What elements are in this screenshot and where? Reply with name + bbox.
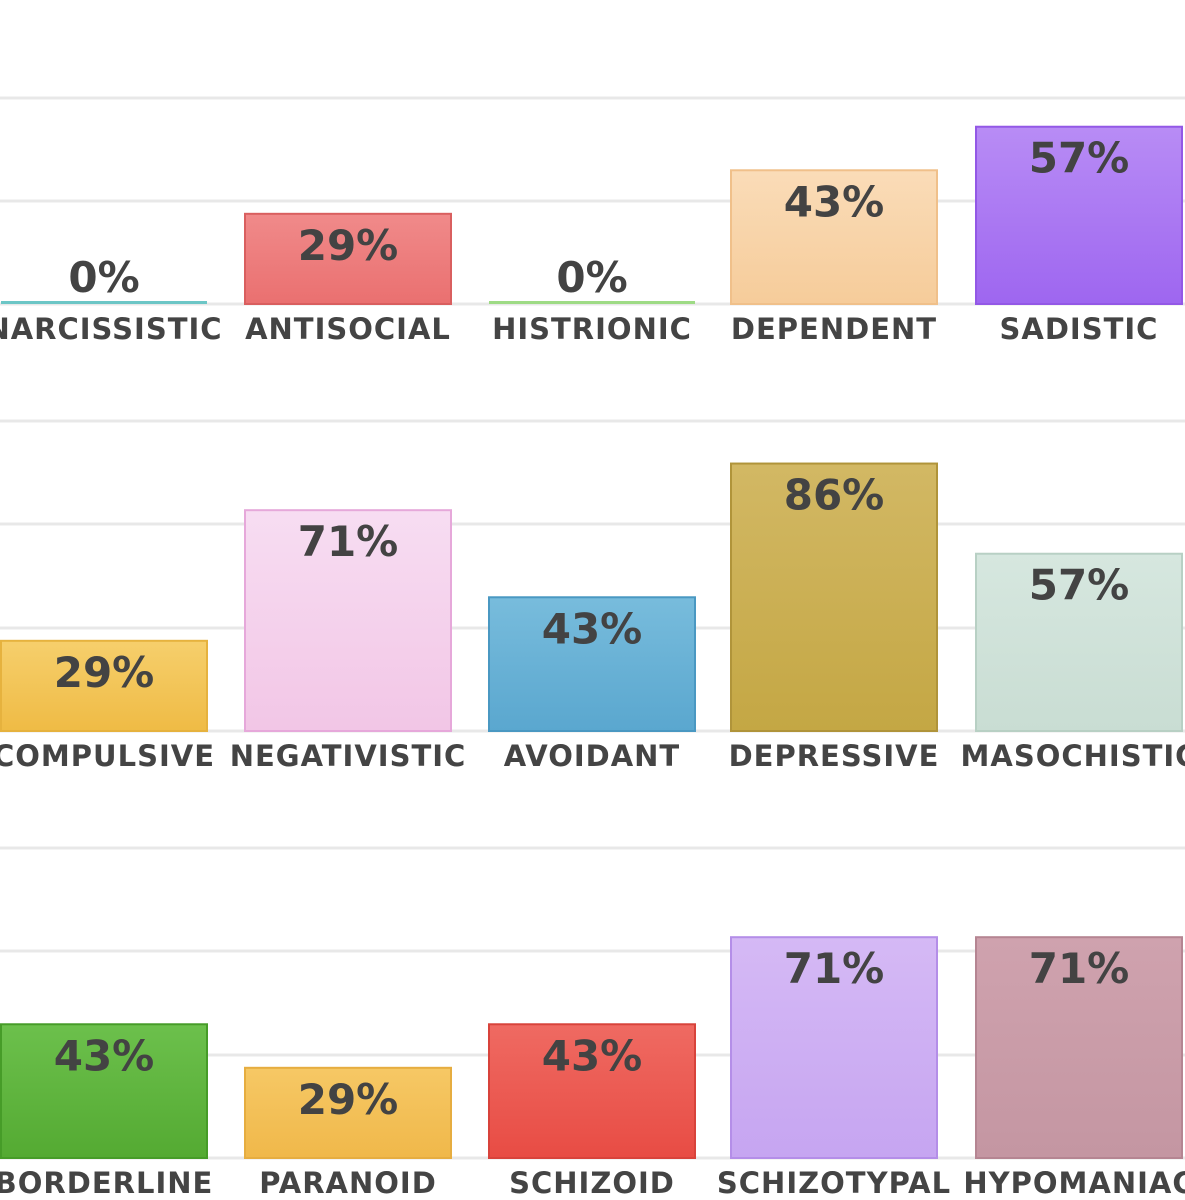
category-label: HYPOMANIAC <box>963 1166 1185 1200</box>
bar-negativistic <box>244 509 452 732</box>
category-label: SCHIZOID <box>509 1166 675 1200</box>
category-label: BORDERLINE <box>0 1166 213 1200</box>
bar-dependent <box>730 169 938 305</box>
bar-value-label: 29% <box>54 648 155 697</box>
category-label: MASOCHISTIC <box>961 739 1185 773</box>
bar-value-label: 57% <box>1029 134 1130 183</box>
chart-panel-2: 29% COMPULSIVE 71% NEGATIVISTIC 43% AVOIDANT 8… <box>0 419 1185 773</box>
bar-value-label: 43% <box>784 177 885 226</box>
bar-value-label: 71% <box>784 944 885 993</box>
bar-value-label: 29% <box>298 1075 399 1124</box>
bar-value-label: 43% <box>54 1031 155 1080</box>
bar-schizoid <box>488 1023 696 1160</box>
bar-avoidant <box>488 596 696 733</box>
category-label: HISTRIONIC <box>492 312 692 346</box>
category-label: SCHIZOTYPAL <box>717 1166 951 1200</box>
bar-schizotypal <box>730 936 938 1159</box>
bar-value-label: 0% <box>556 253 627 302</box>
bar-value-label: 43% <box>542 604 643 653</box>
category-label: COMPULSIVE <box>0 739 215 773</box>
bar-sadistic <box>975 125 1183 306</box>
bar-value-label: 29% <box>298 221 399 270</box>
category-label: NEGATIVISTIC <box>230 739 467 773</box>
bar-histrionic <box>489 301 695 304</box>
category-label: DEPRESSIVE <box>729 739 940 773</box>
bar-masochistic <box>975 552 1183 732</box>
bar-value-label: 57% <box>1029 561 1130 610</box>
chart-panel-3: 43% BORDERLINE 29% PARANOID 43% SCHIZOID 71% SC… <box>0 846 1185 1200</box>
bar-compulsive <box>0 639 208 732</box>
bar-borderline <box>0 1023 208 1160</box>
category-label: PARANOID <box>259 1166 437 1200</box>
bar-depressive <box>730 462 938 732</box>
category-label: ANTISOCIAL <box>245 312 451 346</box>
bar-value-label: 71% <box>1029 944 1130 993</box>
bar-narcissistic <box>1 301 207 304</box>
category-label: SADISTIC <box>1000 312 1159 346</box>
bar-value-label: 0% <box>68 253 139 302</box>
bar-value-label: 86% <box>784 471 885 520</box>
category-label: DEPENDENT <box>731 312 937 346</box>
chart-panel-1: 0% NARCISSISTIC 29% ANTISOCIAL 0% HISTRIONIC 4… <box>0 96 1185 346</box>
bar-paranoid <box>244 1066 452 1160</box>
bar-hypomaniac <box>975 936 1183 1159</box>
bar-value-label: 43% <box>542 1031 643 1080</box>
category-label: NARCISSISTIC <box>0 312 223 346</box>
bar-antisocial <box>244 212 452 305</box>
bar-value-label: 71% <box>298 517 399 566</box>
category-label: AVOIDANT <box>504 739 680 773</box>
